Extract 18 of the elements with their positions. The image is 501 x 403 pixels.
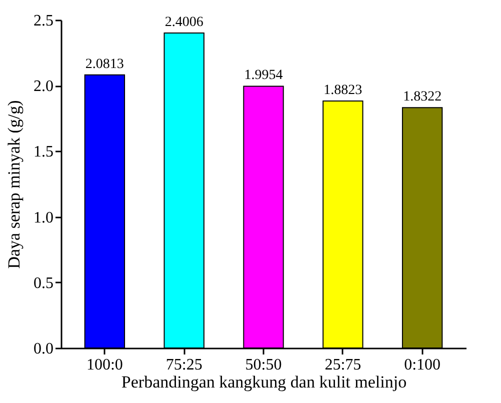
data-label: 1.8322	[403, 90, 442, 105]
data-label: 1.8823	[324, 83, 362, 98]
data-label: 2.0813	[85, 56, 124, 72]
y-tick-label: 2.0	[34, 78, 54, 96]
x-axis-title: Perbandingan kangkung dan kulit melinjo	[121, 372, 407, 392]
y-tick-label: 1.0	[34, 209, 54, 226]
y-tick-label: 0.5	[34, 274, 54, 292]
x-tick-label: 75:25	[166, 356, 202, 374]
x-tick-label: 25:75	[324, 356, 362, 374]
y-tick-label: 0.0	[34, 340, 54, 358]
y-tick-label: 1.5	[34, 144, 54, 161]
x-tick-label: 50:50	[245, 356, 282, 374]
x-tick-label: 100:0	[86, 356, 123, 374]
data-label: 2.4006	[164, 15, 204, 30]
data-label: 1.9954	[244, 68, 283, 84]
y-tick-label: 2.5	[34, 12, 54, 30]
y-axis-title: Daya serap minyak (g/g)	[4, 100, 24, 269]
x-tick-label: 0:100	[404, 356, 441, 374]
